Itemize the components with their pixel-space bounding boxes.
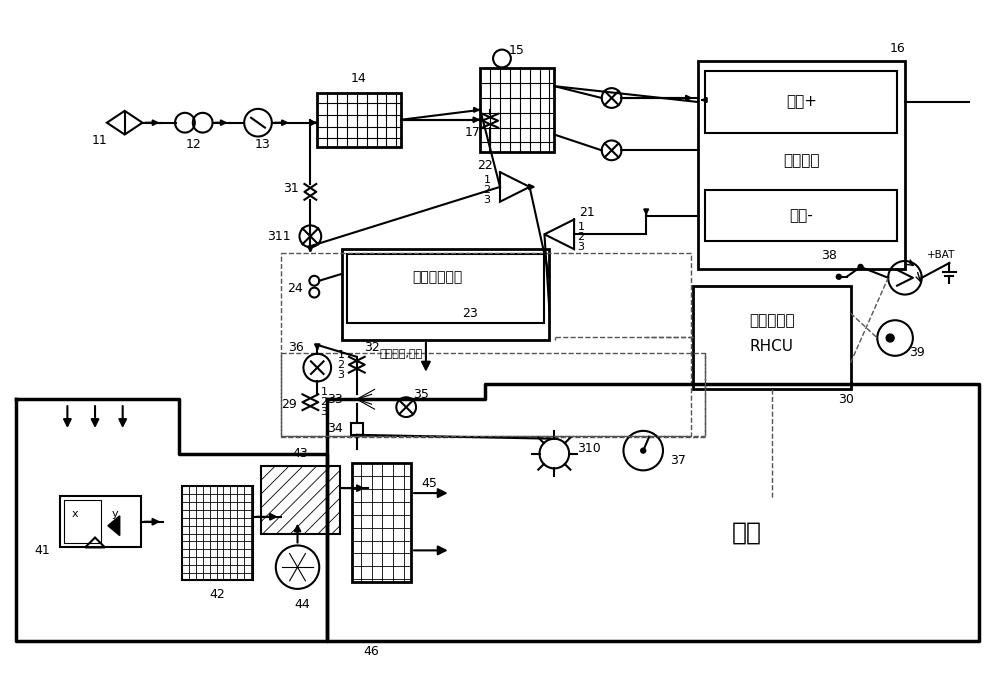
Bar — [705, 71, 897, 132]
Text: 3: 3 — [337, 369, 344, 380]
Bar — [693, 286, 851, 389]
Text: 湿度控制器: 湿度控制器 — [749, 313, 794, 328]
Text: 2: 2 — [337, 360, 345, 369]
Bar — [261, 466, 340, 534]
Bar — [351, 423, 363, 435]
Bar — [64, 500, 101, 543]
Circle shape — [641, 448, 646, 453]
Text: 1: 1 — [484, 175, 491, 185]
Text: 1: 1 — [577, 223, 584, 232]
Bar — [698, 62, 905, 269]
Text: 31: 31 — [283, 183, 298, 196]
Text: RHCU: RHCU — [750, 340, 794, 354]
Text: 23: 23 — [462, 307, 478, 320]
Bar — [347, 254, 544, 323]
Text: 阳极-: 阳极- — [789, 208, 813, 223]
Text: 38: 38 — [821, 249, 837, 261]
Text: 12: 12 — [186, 138, 202, 151]
Text: 3: 3 — [321, 407, 328, 417]
Text: +BAT: +BAT — [927, 250, 956, 260]
Text: 14: 14 — [351, 72, 367, 85]
Text: 16: 16 — [889, 42, 905, 55]
Text: y: y — [111, 509, 118, 519]
Text: 1: 1 — [337, 350, 344, 360]
Text: 36: 36 — [288, 342, 303, 354]
Text: 45: 45 — [421, 477, 437, 490]
Text: 37: 37 — [670, 454, 686, 467]
Bar — [281, 353, 705, 437]
Text: 2: 2 — [484, 185, 491, 195]
Text: 1: 1 — [321, 387, 328, 397]
Bar — [317, 93, 401, 147]
Text: 湿排出口,大气: 湿排出口,大气 — [380, 349, 423, 359]
Bar — [281, 253, 691, 436]
Text: 3: 3 — [484, 195, 491, 205]
Text: 座舱: 座舱 — [732, 521, 762, 545]
Circle shape — [858, 264, 863, 270]
Text: 15: 15 — [509, 44, 525, 57]
Text: 42: 42 — [210, 588, 225, 602]
Text: 34: 34 — [327, 422, 343, 435]
Bar — [705, 190, 897, 241]
Bar — [342, 249, 549, 340]
Text: 44: 44 — [295, 598, 310, 611]
Text: 11: 11 — [92, 134, 108, 147]
Text: 32: 32 — [364, 342, 379, 354]
Text: 2: 2 — [577, 232, 585, 242]
Bar — [480, 69, 554, 152]
Bar — [182, 486, 253, 580]
Text: 24: 24 — [287, 282, 302, 295]
Text: 46: 46 — [364, 644, 379, 658]
Text: 燃料电池: 燃料电池 — [783, 153, 820, 168]
Text: 17: 17 — [464, 126, 480, 139]
Text: 35: 35 — [413, 388, 429, 401]
Text: 21: 21 — [579, 206, 595, 219]
Text: 阴极+: 阴极+ — [786, 94, 817, 109]
Text: 2: 2 — [321, 397, 328, 407]
Text: 39: 39 — [909, 346, 925, 359]
Text: 41: 41 — [35, 544, 51, 557]
Text: 3: 3 — [577, 242, 584, 252]
Text: 30: 30 — [838, 392, 854, 406]
Bar — [352, 464, 411, 582]
Text: x: x — [72, 509, 79, 519]
Text: 43: 43 — [293, 447, 308, 460]
Text: 排水箱排气箱: 排水箱排气箱 — [413, 270, 463, 284]
Text: 33: 33 — [327, 392, 343, 406]
Circle shape — [886, 334, 894, 342]
Circle shape — [836, 274, 841, 279]
Polygon shape — [108, 516, 120, 536]
Text: 310: 310 — [577, 442, 601, 455]
Text: 311: 311 — [267, 230, 291, 243]
Text: 13: 13 — [255, 138, 271, 151]
Text: 22: 22 — [477, 159, 493, 172]
Text: 29: 29 — [281, 398, 297, 411]
Bar — [60, 496, 141, 547]
